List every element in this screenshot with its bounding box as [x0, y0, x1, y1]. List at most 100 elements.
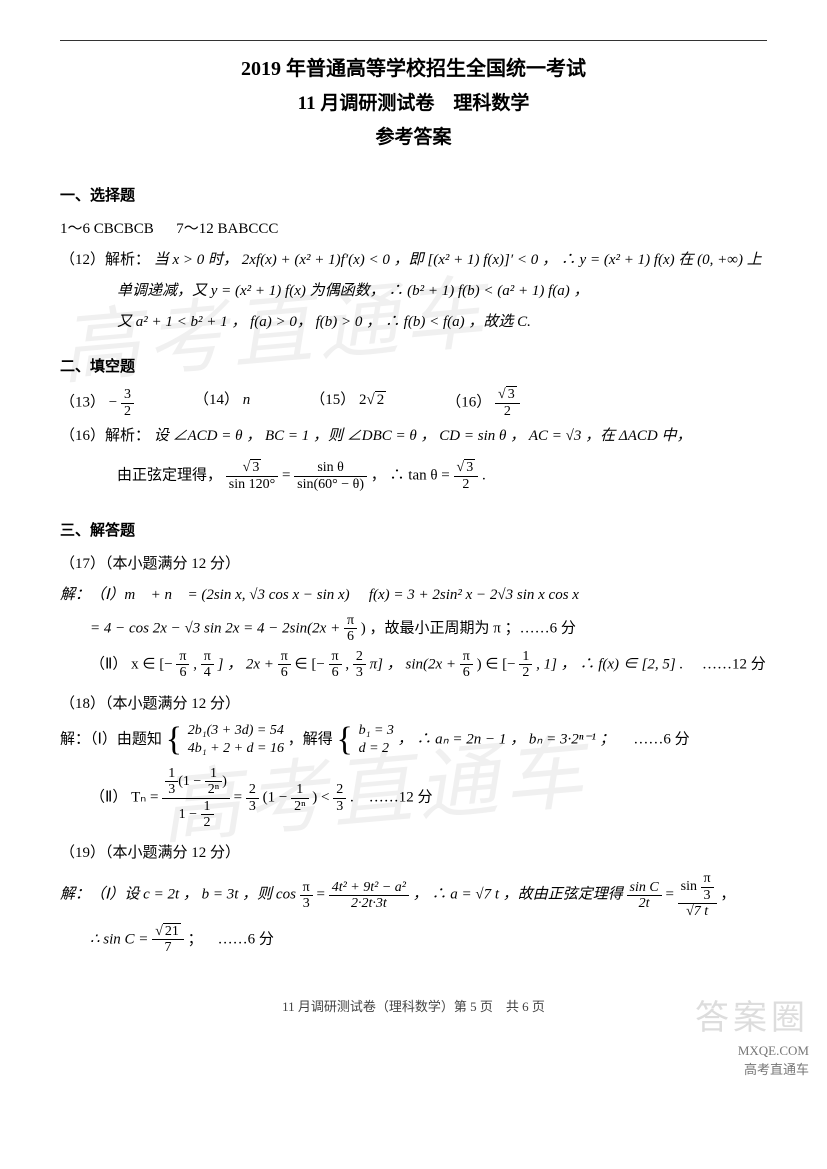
q16-an-label: （16）解析：	[60, 428, 150, 444]
bignum: 13(1 − 12ⁿ)	[162, 766, 230, 799]
d: 3	[165, 782, 178, 797]
f: π4	[201, 649, 214, 681]
page-footer: 11 月调研测试卷（理科数学）第 5 页 共 6 页	[60, 995, 767, 1018]
q15-sqrt: 2	[367, 387, 387, 414]
case-a: 2b₁(3 + 3d) = 54	[188, 722, 284, 740]
title-line-1: 2019 年普通高等学校招生全国统一考试	[60, 51, 767, 87]
d: 6	[278, 665, 291, 680]
d: 3	[353, 665, 366, 680]
f: π6	[278, 649, 291, 681]
q16-lhs-den: sin 120°	[226, 477, 278, 492]
f: π6	[460, 649, 473, 681]
section-1-head: 一、选择题	[60, 183, 767, 210]
section-2-head: 二、填空题	[60, 354, 767, 381]
d: √7 t	[678, 904, 717, 919]
t: =	[234, 790, 246, 806]
d: 2	[201, 815, 214, 830]
case-b: d = 2	[359, 740, 394, 758]
n: 2	[333, 782, 346, 798]
q17-head: （17）（本小题满分 12 分）	[60, 551, 767, 578]
q18-score2: ……12 分	[369, 790, 433, 806]
q18-case1: 2b₁(3 + 3d) = 54 4b₁ + 2 + d = 16	[188, 722, 284, 758]
f: π6	[176, 649, 189, 681]
q16-den: 2	[495, 404, 520, 419]
d: 4	[201, 665, 214, 680]
n: 2	[246, 782, 259, 798]
t: ,	[193, 656, 201, 672]
q15-pre: 2	[359, 392, 367, 408]
q16: （16） 3 2	[446, 387, 519, 419]
q16-num-rad: 3	[506, 386, 517, 402]
q17-l3: （Ⅱ） x ∈ [− π6 , π4 ] ， 2x + π6 ∈ [− π6 ,…	[60, 649, 767, 681]
d: 6	[460, 665, 473, 680]
t: π] ， sin(2x +	[370, 656, 460, 672]
q16-frac-lhs: 3 sin 120°	[226, 460, 278, 492]
t: , 1] ， ∴ f(x) ∈ [2, 5] .	[536, 656, 683, 672]
f: 23	[333, 782, 346, 814]
q15-rad: 2	[375, 391, 387, 408]
q17-l1: 解：（Ⅰ）m⃗ + n⃗ = (2sin x, √3 cos x − sin x…	[60, 582, 767, 609]
d: 2ⁿ	[205, 782, 222, 797]
t: =	[317, 887, 329, 903]
n: π	[278, 649, 291, 665]
t: ；	[188, 931, 203, 947]
q16-frac-res: 3 2	[454, 460, 479, 492]
n: π	[329, 649, 342, 665]
q14-ans: n	[243, 392, 251, 408]
q16-end: .	[482, 467, 486, 483]
q16-rhs-num: sin θ	[294, 460, 367, 476]
n: 1	[205, 766, 222, 782]
q16-analysis-2: 由正弦定理得， 3 sin 120° = sin θ sin(60° − θ) …	[60, 460, 767, 492]
corner-small1: MXQE.COM	[695, 1042, 809, 1060]
title-line-3: 参考答案	[60, 121, 767, 155]
t: ， ∴ a = √7 t ，故由正弦定理得	[413, 887, 627, 903]
f: 12ⁿ	[291, 782, 308, 814]
q16-frac-rhs: sin θ sin(60° − θ)	[294, 460, 367, 492]
bigden: 1 − 12	[162, 799, 230, 831]
q18-l1: 解：（Ⅰ）由题知 { 2b₁(3 + 3d) = 54 4b₁ + 2 + d …	[60, 722, 767, 758]
q16-an-text-1: 设 ∠ACD = θ ， BC = 1 ，则 ∠DBC = θ ， CD = s…	[154, 428, 692, 444]
q12-line2: 单调递减，又 y = (x² + 1) f(x) 为偶函数， ∴ (b² + 1…	[60, 278, 767, 305]
q19-res-frac: 21 7	[152, 924, 184, 956]
d: 3	[246, 799, 259, 814]
d: 2ⁿ	[291, 799, 308, 814]
t: sin	[681, 880, 701, 895]
n: 1	[519, 649, 532, 665]
q19-score: ……6 分	[218, 931, 274, 947]
q18-bigfrac: 13(1 − 12ⁿ) 1 − 12	[162, 766, 230, 831]
section-3-head: 三、解答题	[60, 518, 767, 545]
n: sin π3	[678, 871, 717, 904]
brace-icon: {	[337, 723, 353, 757]
q15: （15） 22	[310, 387, 386, 419]
q16-analysis-1: （16）解析： 设 ∠ACD = θ ， BC = 1 ，则 ∠DBC = θ …	[60, 423, 767, 450]
n: sin C	[627, 880, 662, 896]
q16-num: 3	[495, 387, 520, 403]
q18-head: （18）（本小题满分 12 分）	[60, 691, 767, 718]
f: π6	[329, 649, 342, 681]
t: ∴ sin C =	[90, 931, 152, 947]
n: π	[176, 649, 189, 665]
q16-an-pre: 由正弦定理得，	[117, 467, 222, 483]
n: π	[201, 649, 214, 665]
n: π	[701, 871, 714, 887]
t: ，解得	[288, 731, 337, 747]
q12-label: （12）解析：	[60, 252, 150, 268]
d: 6	[176, 665, 189, 680]
n: 21	[152, 924, 184, 940]
q17-l2-den: 6	[344, 629, 357, 644]
q18-case2: b₁ = 3 d = 2	[359, 722, 394, 758]
fill-answers-row: （13） − 3 2 （14） n （15） 22 （16） 3 2	[60, 387, 767, 419]
q17-l2-num: π	[344, 613, 357, 629]
q19-l2: ∴ sin C = 21 7 ； ……6 分	[60, 924, 767, 956]
q16-lhs-rad: 3	[250, 459, 261, 475]
q13-neg: −	[109, 395, 117, 411]
f: π3	[300, 880, 313, 912]
corner-small2: 高考直通车	[695, 1061, 809, 1079]
q16-res-rad: 3	[464, 459, 475, 475]
q17-l2-suf: ) ，故最小正周期为 π ；……6 分	[361, 620, 576, 636]
q17-l2: = 4 − cos 2x − √3 sin 2x = 4 − 2sin(2x +…	[60, 613, 767, 645]
d: 2·2t·3t	[329, 896, 409, 911]
q17-l2-pre: = 4 − cos 2x − √3 sin 2x = 4 − 2sin(2x +	[90, 620, 344, 636]
t: ， ∴ aₙ = 2n − 1 ， bₙ = 3·2ⁿ⁻¹ ；	[398, 731, 615, 747]
d: 2	[519, 665, 532, 680]
